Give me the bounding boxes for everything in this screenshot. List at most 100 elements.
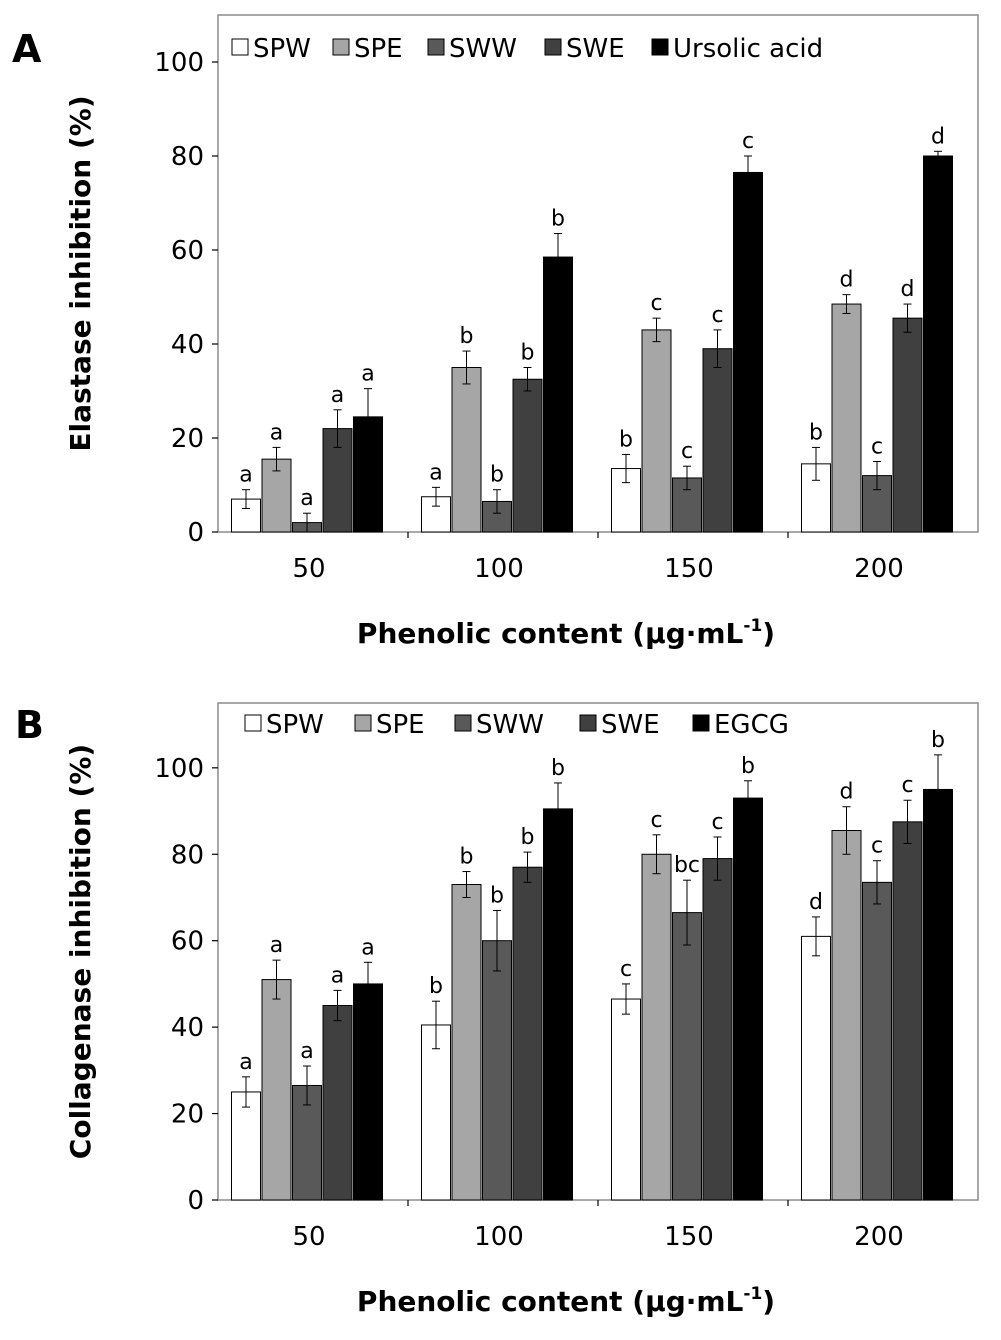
y-tick-label: 80 [171,840,204,870]
bar-swe-150 [702,348,733,533]
error-bar [333,989,342,1022]
significance-letter: c [620,957,632,982]
x-axis-title-main: Phenolic content (μg·mL [357,1285,744,1318]
y-tick-label: 80 [171,142,204,172]
bar-spe-100 [451,367,482,533]
bar-spe-100 [451,884,482,1201]
y-tick-label: 40 [171,330,204,360]
y-tick-label: 60 [171,236,204,266]
legend-label: SPW [266,710,324,740]
significance-letter: a [361,935,374,960]
significance-letter: a [331,963,344,988]
error-bar [622,983,630,1015]
error-bar [554,782,562,836]
legend-swatch [244,714,262,732]
x-axis-title-superscript: -1 [743,616,762,636]
error-bar [683,465,691,491]
legend-label: Ursolic acid [673,34,823,64]
significance-letter: b [809,420,823,445]
error-bar [713,329,722,368]
significance-letter: b [551,756,565,781]
error-bar [242,1076,250,1108]
legend-item-spw: SPW [231,34,311,64]
significance-letter: d [840,780,854,805]
legend-label: SWE [566,34,625,64]
y-axis-title: Elastase inhibition (%) [64,95,97,451]
error-bar [303,1065,311,1106]
x-tick-label: 200 [854,1222,904,1252]
error-bar [432,1000,440,1050]
significance-letter: b [460,845,474,870]
x-tick-label: 150 [664,554,714,584]
bar-sww-100 [482,940,512,1201]
x-tick-label: 50 [292,1222,325,1252]
error-bar [462,871,471,898]
significance-letter: d [809,890,823,915]
y-tick-label: 40 [171,1013,204,1043]
bar-swe-150 [702,858,733,1201]
x-tick-label: 150 [664,1222,714,1252]
x-axis-title-close: ) [762,1285,775,1318]
legend-item-spe: SPE [332,34,403,64]
error-bar [903,799,912,844]
significance-letter: c [871,435,883,460]
bar-egcg-100 [543,808,573,1201]
significance-letter: a [270,933,283,958]
bar-ursolic-acid-150 [733,171,763,533]
y-axis-title: Collagenase inhibition (%) [64,744,97,1159]
significance-letter: b [460,324,474,349]
error-bar [934,150,942,162]
error-bar [364,388,372,446]
bar-spe-150 [641,853,672,1201]
y-tick-label: 0 [187,1186,204,1216]
error-bar [842,294,851,314]
legend-label: EGCG [714,710,789,740]
x-axis-title-superscript: -1 [743,1284,762,1304]
legend-label: SWW [449,34,517,64]
error-bar [683,879,691,946]
x-axis-title: Phenolic content (μg·mL-1) [357,616,775,650]
significance-letter: b [490,883,504,908]
legend-item-sww: SWW [454,710,544,740]
bar-swe-200 [892,821,923,1201]
error-bar [523,851,532,883]
significance-letter: a [239,1050,252,1075]
error-bar [812,916,820,957]
bar-spe-150 [641,329,672,533]
error-bar [493,489,501,514]
bar-sww-150 [672,912,702,1201]
significance-letter: c [871,834,883,859]
error-bar [744,155,752,190]
legend: SPW SPE SWW SWE EGCG [244,710,789,740]
error-bar [934,754,942,825]
legend-swatch [579,714,597,732]
legend-label: SWE [601,710,660,740]
significance-letter: c [711,810,723,835]
significance-letter: c [650,808,662,833]
legend-label: SPW [253,34,311,64]
error-bar [303,512,311,533]
legend-item-spe: SPE [354,710,425,740]
significance-letter: a [270,420,283,445]
bar-swe-200 [892,317,923,533]
y-tick-label: 0 [187,518,204,548]
y-tick-label: 60 [171,927,204,957]
bar-swe-100 [512,866,543,1201]
significance-letter: b [931,728,945,753]
error-bar [493,909,501,972]
x-tick-label: 200 [854,554,904,584]
bar-spw-50 [231,1091,261,1201]
significance-letter: b [521,825,535,850]
bar-spw-150 [611,998,641,1201]
error-bar [812,446,820,481]
legend-swatch [427,38,445,56]
significance-letter: b [619,427,633,452]
legend-label: SPE [354,34,403,64]
bar-spe-50 [261,979,292,1201]
significance-letter: c [650,291,662,316]
legend-swatch [651,38,669,56]
error-bar [272,959,281,1000]
error-bar [873,461,881,491]
significance-letter: a [331,383,344,408]
